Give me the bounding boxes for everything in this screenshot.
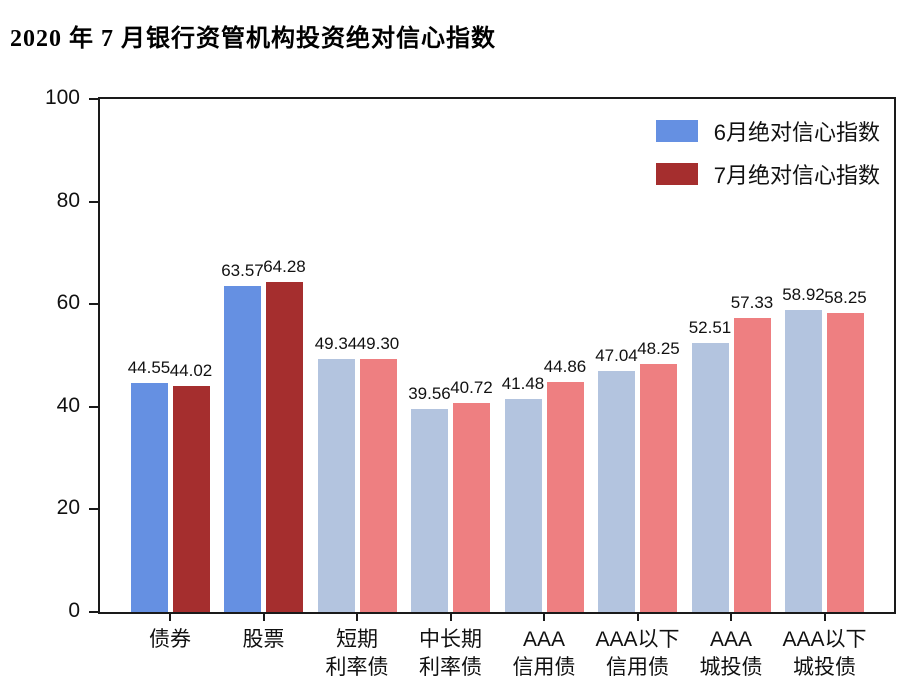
x-axis-tick [356,614,358,621]
bar-value-label: 39.56 [408,384,451,404]
x-category-label: AAA 信用债 [512,628,576,680]
bar-value-label: 44.02 [169,361,213,381]
bar-value-label: 52.51 [688,317,732,337]
bar-value-label: 58.25 [824,288,867,308]
bar-value-label: 58.92 [782,284,825,304]
bar-july [733,317,771,612]
x-axis-tick [449,614,452,621]
x-axis-tick [169,614,171,621]
bar-value-label: 57.33 [730,292,774,312]
legend-row-june: 6月绝对信心指数 [655,115,880,147]
bar-july [359,359,397,612]
y-axis-tick [89,611,98,613]
bar-june [691,342,729,612]
bar-value-label: 49.30 [356,334,400,354]
bar-value-label: 44.86 [543,356,587,376]
x-category-label: 股票 [242,628,285,651]
bar-july [640,364,677,612]
x-category-label: AAA以下 城投债 [782,628,867,680]
bar-value-label: 44.55 [127,358,171,378]
bar-value-label: 41.48 [501,374,545,394]
bar-july [266,282,303,612]
bar-value-label: 47.04 [595,345,638,365]
legend-swatch-july [655,163,698,185]
legend-row-july: 7月绝对信心指数 [655,158,880,190]
x-category-label: AAA以下 信用债 [595,628,680,680]
x-category-label: AAA 城投债 [699,628,763,680]
plot-area: 6月绝对信心指数 7月绝对信心指数 0 20 40 60 80 100 44.55 44.02… [45,86,896,679]
y-axis-tick-label: 100 [44,86,80,109]
y-axis-tick [89,200,98,203]
bar-value-label: 63.57 [221,260,264,280]
x-category-label: 短期 利率债 [325,628,389,680]
legend: 6月绝对信心指数 7月绝对信心指数 [655,115,880,190]
bar-july [546,381,584,612]
y-axis-tick-label: 40 [56,393,80,417]
bar-june [785,309,822,612]
y-axis-tick-label: 20 [56,496,80,520]
bar-value-label: 40.72 [450,378,493,398]
bar-june [130,383,168,612]
bar-july [453,403,490,612]
y-axis-tick [89,98,98,100]
x-axis-tick [636,614,639,621]
y-axis-tick [89,405,98,408]
bar-july [172,386,210,612]
y-axis-tick [89,508,98,511]
y-axis-tick-label: 60 [56,291,80,315]
legend-swatch-june [655,120,698,142]
x-category-label: 债券 [149,628,191,651]
x-axis-tick [543,614,545,621]
bar-july [827,313,864,612]
bar-value-label: 64.28 [263,257,306,277]
x-axis-tick [730,614,732,621]
legend-label-july: 7月绝对信心指数 [713,163,880,188]
legend-label-june: 6月绝对信心指数 [713,120,880,145]
bar-june [224,285,261,612]
bar-june [504,399,542,612]
x-axis-tick [262,614,265,621]
x-category-label: 中长期 利率债 [419,628,482,680]
bar-value-label: 48.25 [637,339,680,359]
bar-june [411,409,448,612]
y-axis-tick-label: 0 [68,599,80,622]
bar-value-label: 49.34 [314,333,358,353]
y-axis-tick-label: 80 [56,188,80,212]
bar-june [317,358,355,612]
bar-june [598,370,635,612]
chart-title: 2020 年 7 月银行资管机构投资绝对信心指数 [10,26,496,52]
y-axis-tick [89,303,98,306]
x-axis-tick [823,614,826,621]
